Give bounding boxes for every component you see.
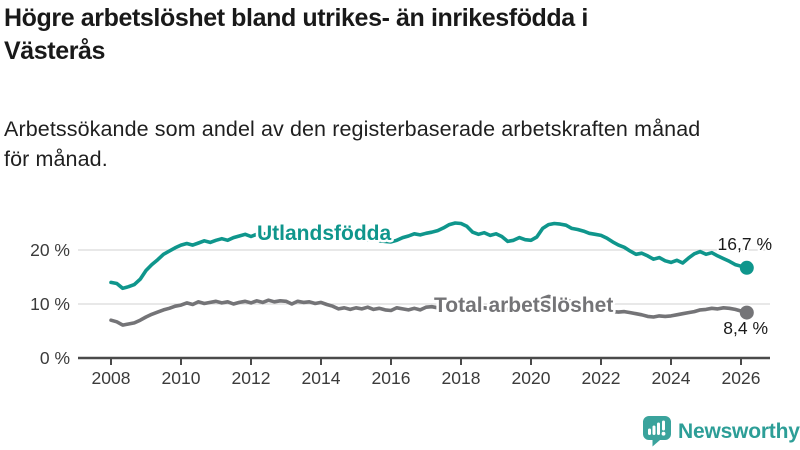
series-end-dot xyxy=(739,305,754,320)
chart-title-line2: Västerås xyxy=(4,37,106,65)
series-label: Total arbetslöshet xyxy=(434,294,613,317)
x-tick-label: 2022 xyxy=(582,368,621,388)
series-end-value-label: 16,7 % xyxy=(718,234,772,254)
newsworthy-logo[interactable]: Newsworthy xyxy=(643,416,800,447)
x-tick-label: 2018 xyxy=(442,368,481,388)
newsworthy-logo-text: Newsworthy xyxy=(678,419,800,443)
y-tick-label: 10 % xyxy=(30,294,70,314)
x-tick-label: 2008 xyxy=(92,368,131,388)
chart-title: Högre arbetslöshet bland utrikes- än inr… xyxy=(4,2,780,68)
x-tick-label: 2024 xyxy=(652,368,691,388)
y-tick-label: 0 % xyxy=(40,348,70,368)
x-tick-label: 2016 xyxy=(372,368,411,388)
series-line-total-arbetsl-shet xyxy=(109,294,749,327)
series-line-utlandsf-dda xyxy=(109,221,749,291)
series-end-value-label: 8,4 % xyxy=(723,318,768,338)
series-end-dot xyxy=(739,260,754,275)
x-tick-label: 2010 xyxy=(162,368,201,388)
chart-header: Högre arbetslöshet bland utrikes- än inr… xyxy=(4,2,780,68)
newsworthy-logo-icon xyxy=(643,416,671,447)
chart-subtitle-line1: Arbetssökande som andel av den registerb… xyxy=(4,117,701,141)
chart-title-line1: Högre arbetslöshet bland utrikes- än inr… xyxy=(4,4,588,32)
y-tick-label: 20 % xyxy=(30,240,70,260)
chart-subtitle-line2: för månad. xyxy=(4,147,108,171)
x-tick-label: 2026 xyxy=(722,368,761,388)
x-tick-label: 2012 xyxy=(232,368,271,388)
x-tick-label: 2014 xyxy=(302,368,341,388)
chart-subtitle: Arbetssökande som andel av den registerb… xyxy=(4,114,700,174)
x-tick-label: 2020 xyxy=(512,368,551,388)
series-label: Utlandsfödda xyxy=(257,222,391,245)
